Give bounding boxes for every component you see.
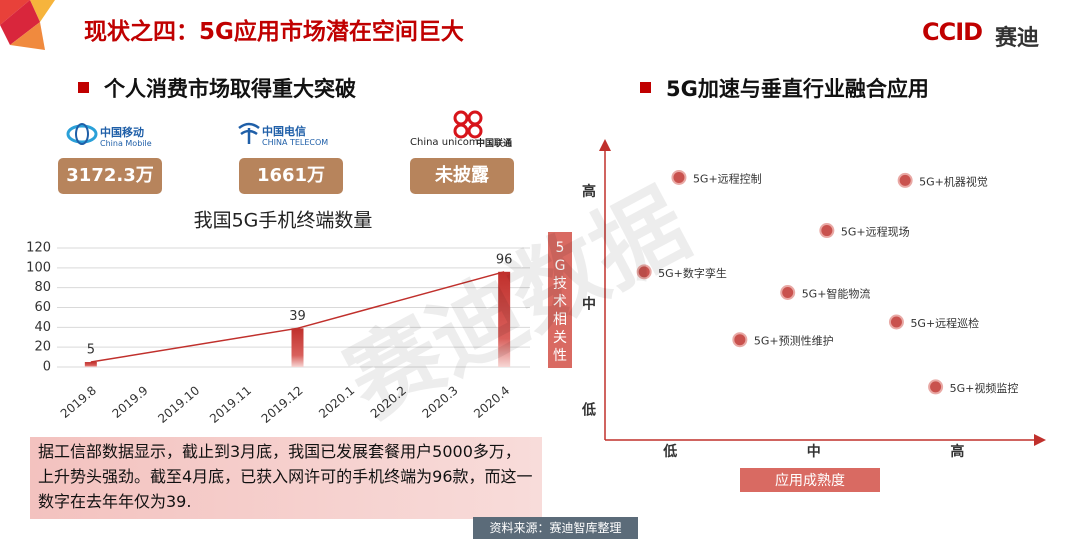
carrier-stat: 1661万 (239, 158, 343, 194)
y-tick-label: 0 (43, 360, 51, 375)
x-tick-label: 低 (662, 443, 677, 460)
point (671, 169, 687, 185)
x-tick-label: 2019.9 (110, 383, 151, 421)
logo: CCID (922, 18, 983, 46)
chart-title: 我国5G手机终端数量 (194, 210, 373, 232)
corner-decoration (0, 0, 55, 50)
y-tick-label: 低 (581, 402, 596, 419)
point-label: 5G+数字孪生 (658, 266, 727, 280)
data-label: 5 (87, 343, 95, 358)
y-label: 5 G 技术相关性 (553, 240, 567, 364)
bullet (78, 82, 89, 93)
x-tick-label: 2019.10 (155, 383, 202, 426)
telecom-icon (238, 122, 260, 144)
x-tick-label: 2019.8 (58, 383, 99, 421)
point-label: 5G+远程现场 (841, 225, 910, 239)
point (780, 285, 796, 300)
x-label: 应用成熟度 (775, 472, 845, 489)
point (897, 172, 913, 188)
left-heading: 个人消费市场取得重大突破 (104, 77, 356, 101)
bar (84, 362, 97, 367)
point (928, 379, 944, 395)
point-label: 5G+智能物流 (802, 287, 871, 301)
x-tick-label: 高 (950, 443, 964, 460)
bar (498, 271, 511, 367)
point-label: 5G+预测性维护 (754, 334, 834, 348)
data-label: 39 (289, 309, 306, 324)
point-label: 5G+远程巡检 (910, 316, 979, 330)
bullet (640, 82, 651, 93)
mobile-icon (66, 123, 98, 145)
y-tick-label: 120 (26, 241, 51, 256)
title: 现状之四：5G应用市场潜在空间巨大 (84, 19, 464, 45)
y-tick-label: 80 (34, 280, 51, 295)
point (888, 314, 904, 330)
data-label: 96 (496, 252, 513, 267)
bar (291, 328, 304, 367)
carrier-name-en: CHINA TELECOM (262, 138, 329, 147)
y-tick-label: 20 (34, 340, 51, 355)
y-tick-label: 40 (34, 320, 51, 335)
point-label: 5G+视频监控 (950, 381, 1019, 395)
carrier-name-en: China unicom (410, 137, 479, 148)
carrier-name-en: China Mobile (100, 139, 152, 148)
x-label-box (740, 468, 880, 492)
carrier-name: 中国联通 (476, 139, 513, 149)
point-label: 5G+远程控制 (693, 171, 762, 185)
y-tick-label: 100 (26, 260, 51, 275)
y-tick-label: 60 (34, 300, 51, 315)
y-tick-label: 中 (582, 295, 596, 312)
x-tick-label: 中 (807, 443, 821, 460)
right-heading: 5G加速与垂直行业融合应用 (666, 77, 929, 101)
y-tick-label: 高 (582, 183, 596, 200)
point (732, 332, 748, 348)
x-tick-label: 2020.1 (316, 383, 357, 421)
x-tick-label: 2019.11 (207, 383, 254, 426)
carrier-name: 中国电信 (262, 125, 306, 138)
logo-text: 赛迪 (995, 26, 1040, 51)
point (636, 264, 652, 280)
source: 资料来源：赛迪智库整理 (473, 517, 638, 539)
trend-line (90, 271, 505, 363)
carrier-stat: 未披露 (410, 158, 514, 194)
note: 据工信部数据显示，截止到3月底，我国已发展套餐用户5000多万，上升势头强劲。截… (30, 437, 542, 519)
point-label: 5G+机器视觉 (919, 174, 988, 188)
point (819, 223, 835, 239)
x-tick-label: 2019.12 (259, 383, 306, 426)
carrier-stat: 3172.3万 (58, 158, 162, 194)
carrier-name: 中国移动 (100, 126, 144, 139)
unicom-icon (453, 110, 483, 139)
y-label-box (548, 232, 572, 368)
